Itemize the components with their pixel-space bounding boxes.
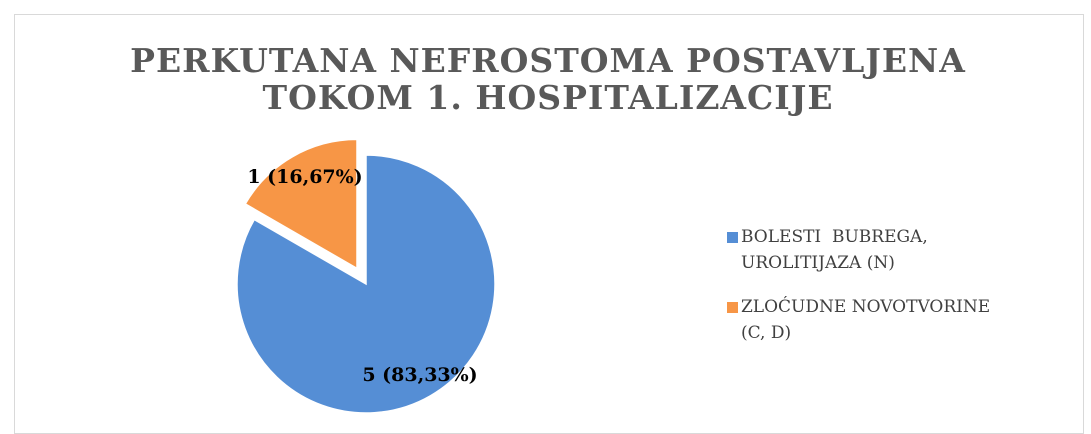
pie-slice bbox=[236, 154, 496, 414]
title-line: PERKUTANA NEFROSTOMA POSTAVLJENA bbox=[130, 41, 966, 80]
pie-slice bbox=[244, 138, 358, 270]
legend-swatch bbox=[727, 232, 738, 243]
legend-item: ZLOĆUDNE NOVOTVORINE (C, D) bbox=[727, 294, 1077, 346]
legend-swatch bbox=[727, 302, 738, 313]
title-line: TOKOM 1. HOSPITALIZACIJE bbox=[263, 78, 834, 117]
legend-label: ZLOĆUDNE NOVOTVORINE (C, D) bbox=[741, 297, 996, 343]
legend-item: BOLESTI BUBREGA, UROLITIJAZA (N) bbox=[727, 224, 1077, 276]
legend-label: BOLESTI BUBREGA, UROLITIJAZA (N) bbox=[741, 227, 934, 273]
data-label: 1 (16,67%) bbox=[247, 166, 362, 188]
data-label: 5 (83,33%) bbox=[362, 364, 477, 386]
chart-title: PERKUTANA NEFROSTOMA POSTAVLJENA TOKOM 1.… bbox=[130, 41, 966, 117]
